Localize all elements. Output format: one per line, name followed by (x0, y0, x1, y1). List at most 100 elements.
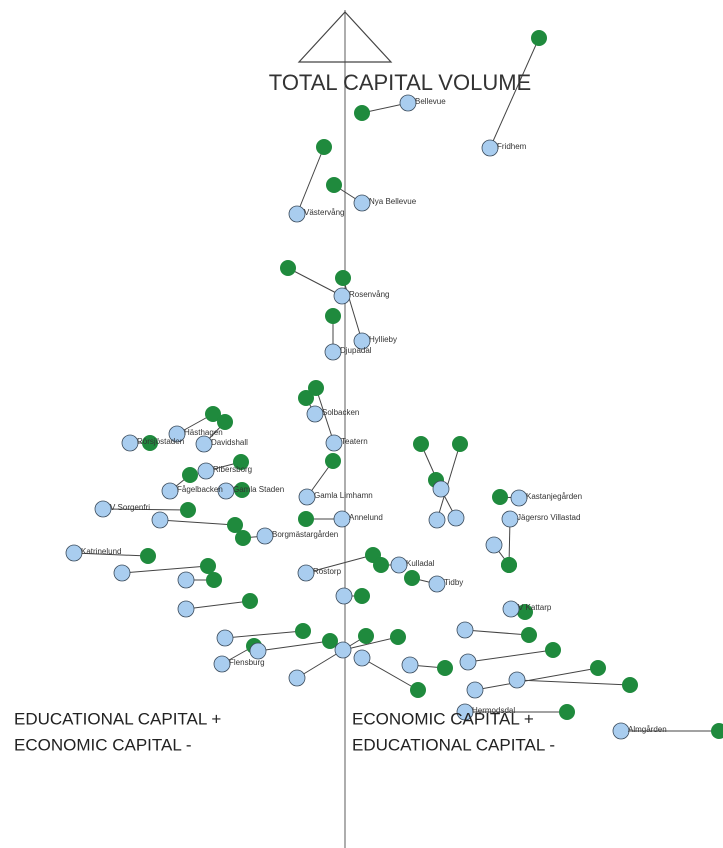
marks: Bellevue Fridhem Nya Bellevue Västervång Ros… (65, 30, 723, 740)
point-label: Rörsjöstaden (137, 437, 184, 446)
point (501, 510, 519, 528)
point-label: Hästhagen (184, 428, 223, 437)
point-label: Flensburg (229, 658, 265, 667)
point-label: Fågelbacken (177, 485, 223, 494)
point-label: Solbacken (322, 408, 359, 417)
point-label: Kastanjegården (526, 492, 582, 501)
point-label: Hermodsdal (472, 706, 515, 715)
point (65, 544, 83, 562)
pair-point (590, 660, 606, 676)
point-label: V Kattarp (518, 603, 552, 612)
pair-point (316, 139, 332, 155)
point (288, 669, 306, 687)
link (287, 267, 343, 297)
point (217, 482, 235, 500)
point (447, 509, 465, 527)
point (288, 205, 306, 223)
point (297, 564, 315, 582)
pair-point (142, 435, 158, 451)
pair-point (326, 177, 342, 193)
pair-point (233, 454, 249, 470)
pair-point (242, 593, 258, 609)
point (197, 462, 215, 480)
quadrant-label: ECONOMIC CAPITAL - (14, 735, 192, 754)
point-label: Jägersro Villastad (517, 513, 580, 522)
pair-point (180, 502, 196, 518)
point (177, 571, 195, 589)
point-label: Teatern (341, 437, 368, 446)
point (256, 527, 274, 545)
point (466, 681, 484, 699)
pair-point (325, 453, 341, 469)
link (296, 146, 325, 215)
link (257, 640, 331, 652)
pair-point (501, 557, 517, 573)
point (334, 641, 352, 659)
link (315, 387, 335, 444)
point (249, 642, 267, 660)
point (485, 536, 503, 554)
link (516, 679, 631, 686)
pair-point (335, 270, 351, 286)
point (390, 556, 408, 574)
pair-point (217, 414, 233, 430)
point-label: Gamla Staden (233, 485, 284, 494)
point-label: Djupadal (340, 346, 372, 355)
links (73, 37, 719, 732)
link (342, 277, 363, 342)
point (216, 629, 234, 647)
link (489, 37, 540, 149)
point (481, 139, 499, 157)
pair-point (354, 105, 370, 121)
point (94, 500, 112, 518)
link (159, 519, 236, 526)
pair-point (410, 682, 426, 698)
point (195, 435, 213, 453)
point-label: Nya Bellevue (369, 197, 417, 206)
pair-point (413, 436, 429, 452)
point (333, 287, 351, 305)
point (333, 510, 351, 528)
pair-point (308, 380, 324, 396)
point-label: Kulladal (406, 559, 435, 568)
link (305, 554, 374, 574)
point (432, 480, 450, 498)
point-label: Borgmästargården (272, 530, 338, 539)
point (335, 587, 353, 605)
quadrant-label: EDUCATIONAL CAPITAL + (14, 709, 221, 728)
point (401, 656, 419, 674)
point (306, 405, 324, 423)
pair-point (531, 30, 547, 46)
pair-point (200, 558, 216, 574)
point-label: Bellevue (415, 97, 446, 106)
pair-point (354, 588, 370, 604)
point (353, 332, 371, 350)
link (296, 635, 367, 679)
point (121, 434, 139, 452)
pair-point (325, 308, 341, 324)
point (508, 671, 526, 689)
link (464, 629, 530, 636)
quadrant-label: EDUCATIONAL CAPITAL - (352, 735, 555, 754)
point (502, 600, 520, 618)
point-label: Annelund (349, 513, 383, 522)
pair-point (227, 517, 243, 533)
link (185, 600, 251, 610)
pair-point (517, 604, 533, 620)
point (456, 703, 474, 721)
pair-point (298, 511, 314, 527)
point-label: Hyllieby (369, 335, 397, 344)
pair-point (205, 406, 221, 422)
point (324, 343, 342, 361)
pair-point (452, 436, 468, 452)
point-label: V Sorgenfri (110, 503, 150, 512)
point (399, 94, 417, 112)
point-label: Gamla Limhamn (314, 491, 373, 500)
point (459, 653, 477, 671)
pair-point (140, 548, 156, 564)
point (213, 655, 231, 673)
point (151, 511, 169, 529)
pair-point (373, 557, 389, 573)
pairs (140, 30, 723, 739)
